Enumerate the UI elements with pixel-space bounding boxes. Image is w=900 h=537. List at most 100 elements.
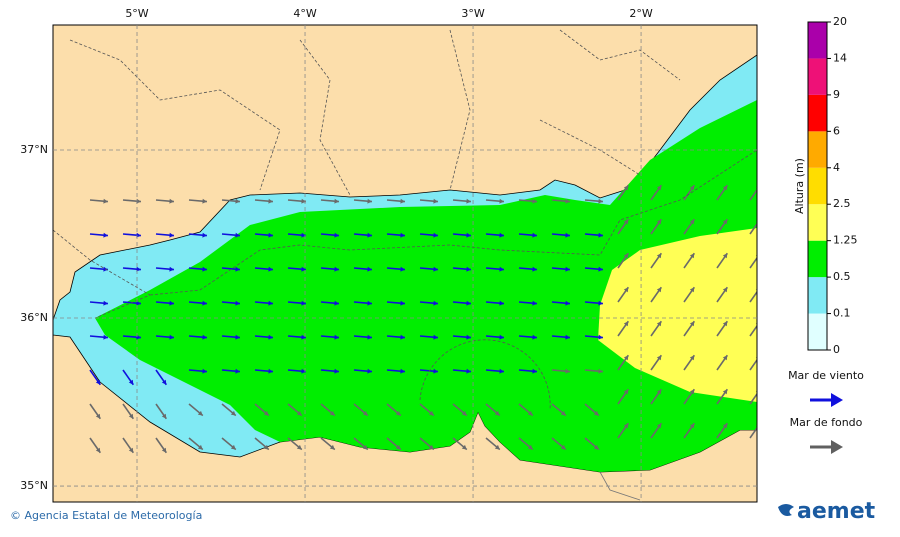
colorbar-segment [808, 167, 827, 205]
colorbar-segment [808, 204, 827, 241]
arrow-head [656, 389, 662, 395]
arrow-head [623, 185, 629, 191]
arrow-head [136, 198, 141, 204]
arrow-head [169, 266, 174, 272]
arrow-head [532, 368, 537, 374]
arrow-head [689, 287, 695, 293]
arrow-head [623, 355, 629, 361]
arrow-head [466, 266, 471, 272]
arrow-head [656, 219, 662, 225]
arrow-head [202, 300, 207, 306]
map-frame [52, 24, 758, 503]
arrow-head [598, 266, 603, 272]
arrow-head [598, 232, 603, 238]
arrow-head [263, 410, 269, 416]
colorbar-tick-label: 0 [833, 343, 840, 356]
arrow [749, 290, 757, 303]
arrow-head [722, 321, 728, 327]
arrow-head [296, 444, 302, 450]
arrow-head [722, 355, 728, 361]
border [53, 149, 757, 319]
arrow-head [334, 266, 339, 272]
arrow [749, 392, 757, 405]
arrow-head [527, 444, 533, 450]
colorbar-tick-label: 2.5 [833, 197, 851, 210]
arrow-head [169, 198, 174, 204]
arrow-head [329, 410, 335, 416]
arrow-head [722, 185, 728, 191]
arrow-head [433, 368, 438, 374]
arrow-head [334, 334, 339, 340]
arrow-head [329, 444, 335, 450]
arrow-head [689, 185, 695, 191]
arrow-head [598, 198, 603, 204]
arrow-head [136, 266, 141, 272]
arrow-head [400, 198, 405, 204]
arrow-head [400, 334, 405, 340]
legend-label: Mar de viento [788, 369, 864, 382]
arrow-head [400, 368, 405, 374]
arrow-head [95, 447, 101, 453]
y-tick-label: 36°N [20, 311, 48, 324]
sea-moderate [95, 100, 757, 472]
arrow-head [161, 379, 167, 385]
arrow-head [230, 410, 236, 416]
coast [599, 471, 641, 501]
arrow-head [268, 334, 273, 340]
arrow-head [367, 266, 372, 272]
colorbar-segment [808, 22, 827, 59]
arrow-head [263, 444, 269, 450]
arrow-head [268, 232, 273, 238]
arrow-head [95, 379, 101, 385]
arrow-head [466, 198, 471, 204]
arrow [749, 358, 757, 371]
arrow-head [656, 321, 662, 327]
arrow-head [395, 410, 401, 416]
arrow-head [689, 389, 695, 395]
arrow-head [169, 334, 174, 340]
arrow-head [169, 300, 174, 306]
arrow-head [689, 253, 695, 259]
arrow-head [598, 300, 603, 306]
arrow [749, 256, 757, 269]
arrow-head [268, 266, 273, 272]
arrow-head [656, 287, 662, 293]
arrow-head [334, 198, 339, 204]
arrow-head [136, 300, 141, 306]
arrow [749, 426, 757, 439]
colorbar-tick-label: 4 [833, 161, 840, 174]
arrow-head [103, 300, 108, 306]
arrow-head [235, 266, 240, 272]
arrow-head [268, 368, 273, 374]
legend-label: Mar de fondo [790, 416, 863, 429]
arrow-head [301, 368, 306, 374]
arrow-head [400, 232, 405, 238]
arrow-head [598, 368, 603, 374]
arrow-head [433, 198, 438, 204]
map [53, 25, 757, 502]
arrow-head [301, 266, 306, 272]
colorbar-tick-label: 1.25 [833, 234, 858, 247]
arrow-head [499, 334, 504, 340]
arrow-head [593, 410, 599, 416]
arrow-head [334, 368, 339, 374]
arrow-head [202, 334, 207, 340]
colorbar-tick-label: 20 [833, 15, 847, 28]
colorbar-segment [808, 131, 827, 168]
x-tick-label: 3°W [461, 7, 484, 20]
colorbar-segment [808, 313, 827, 350]
arrow-head [197, 444, 203, 450]
arrow-head [161, 447, 167, 453]
colorbar-segment [808, 94, 827, 132]
arrow-head [161, 413, 167, 419]
arrow-head [128, 379, 134, 385]
colorbar-segment [808, 277, 827, 314]
arrow-head [466, 300, 471, 306]
arrow-head [499, 368, 504, 374]
border [69, 29, 681, 411]
arrow-head [689, 355, 695, 361]
x-tick-label: 4°W [293, 7, 316, 20]
arrow-head [494, 410, 500, 416]
arrow-head [202, 198, 207, 204]
arrow-head [656, 185, 662, 191]
